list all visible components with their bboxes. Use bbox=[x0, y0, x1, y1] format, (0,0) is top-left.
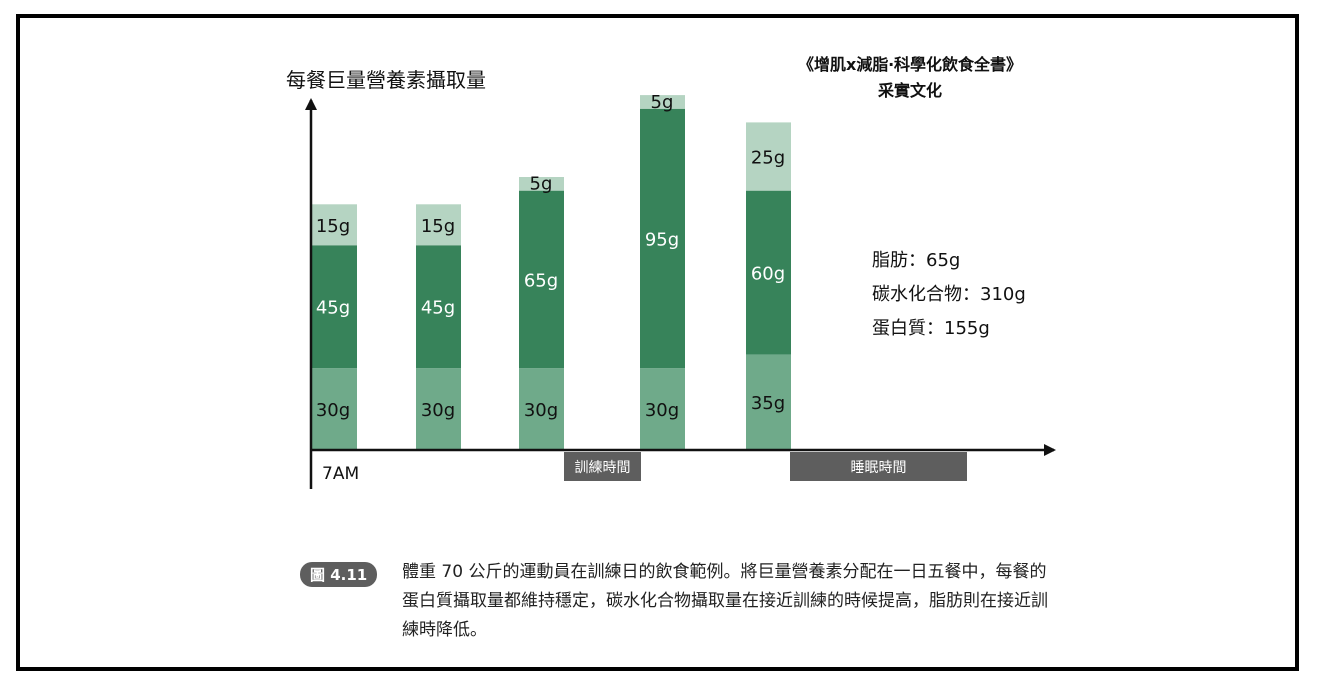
label-fat-meal-2: 15g bbox=[421, 216, 455, 237]
bar-fat-meal-3 bbox=[519, 177, 564, 191]
bar-protein-meal-5 bbox=[746, 354, 791, 450]
bar-protein-meal-3 bbox=[519, 368, 564, 450]
bar-fat-meal-2 bbox=[416, 204, 461, 246]
bar-carbs-meal-2 bbox=[416, 245, 461, 369]
bars-layer: 30g 45g 15g 30g 45g 15g 30g 65g 5g 30g 95g 5g 35g 60g… bbox=[312, 92, 791, 450]
bar-protein-meal-2 bbox=[416, 368, 461, 450]
label-protein-meal-2: 30g bbox=[421, 400, 455, 421]
label-fat-meal-5: 25g bbox=[751, 148, 785, 169]
time-band-2 bbox=[790, 452, 967, 481]
legend-carbs: 碳水化合物：310g bbox=[872, 284, 1026, 305]
caption-text: 體重 70 公斤的運動員在訓練日的飲食範例。將巨量營養素分配在一日五餐中，每餐的… bbox=[402, 562, 1048, 640]
bar-fat-meal-5 bbox=[746, 122, 791, 191]
time-band-1 bbox=[564, 452, 641, 481]
bar-carbs-meal-3 bbox=[519, 190, 564, 369]
label-protein-meal-1: 30g bbox=[316, 400, 350, 421]
label-fat-meal-1: 15g bbox=[316, 216, 350, 237]
source-publisher: 采實文化 bbox=[877, 81, 942, 100]
legend-protein: 蛋白質：155g bbox=[872, 318, 990, 339]
time-bands-layer: 訓練時間 睡眠時間 bbox=[564, 452, 967, 481]
y-axis-label: 每餐巨量營養素攝取量 bbox=[286, 68, 486, 92]
bar-protein-meal-4 bbox=[640, 368, 685, 450]
figure-number-badge: 圖 4.11 bbox=[300, 562, 378, 587]
bar-fat-meal-1 bbox=[312, 204, 357, 246]
bar-carbs-meal-5 bbox=[746, 190, 791, 355]
label-protein-meal-3: 30g bbox=[524, 400, 558, 421]
label-carbs-meal-1: 45g bbox=[316, 298, 350, 319]
legend-fat: 脂肪：65g bbox=[872, 250, 961, 271]
bar-carbs-meal-1 bbox=[312, 245, 357, 369]
x-start-label: 7AM bbox=[322, 464, 359, 484]
label-carbs-meal-2: 45g bbox=[421, 298, 455, 319]
time-band-label-2: 睡眠時間 bbox=[851, 460, 907, 476]
label-carbs-meal-5: 60g bbox=[751, 264, 785, 285]
bar-protein-meal-1 bbox=[312, 368, 357, 450]
bar-carbs-meal-4 bbox=[640, 108, 685, 369]
time-band-label-1: 訓練時間 bbox=[575, 460, 631, 476]
label-protein-meal-5: 35g bbox=[751, 393, 785, 414]
label-carbs-meal-3: 65g bbox=[524, 270, 558, 291]
totals-legend: 脂肪：65g 碳水化合物：310g 蛋白質：155g bbox=[872, 244, 1026, 346]
figure-frame bbox=[16, 14, 1299, 671]
label-protein-meal-4: 30g bbox=[645, 400, 679, 421]
source-book-title: 《增肌x減脂‧科學化飲食全書》 bbox=[798, 55, 1022, 74]
source-credit: 《增肌x減脂‧科學化飲食全書》 采實文化 bbox=[760, 52, 1060, 104]
bar-fat-meal-4 bbox=[640, 95, 685, 109]
label-carbs-meal-4: 95g bbox=[645, 229, 679, 250]
label-fat-meal-3: 5g bbox=[530, 174, 553, 195]
label-fat-meal-4: 5g bbox=[651, 92, 674, 113]
